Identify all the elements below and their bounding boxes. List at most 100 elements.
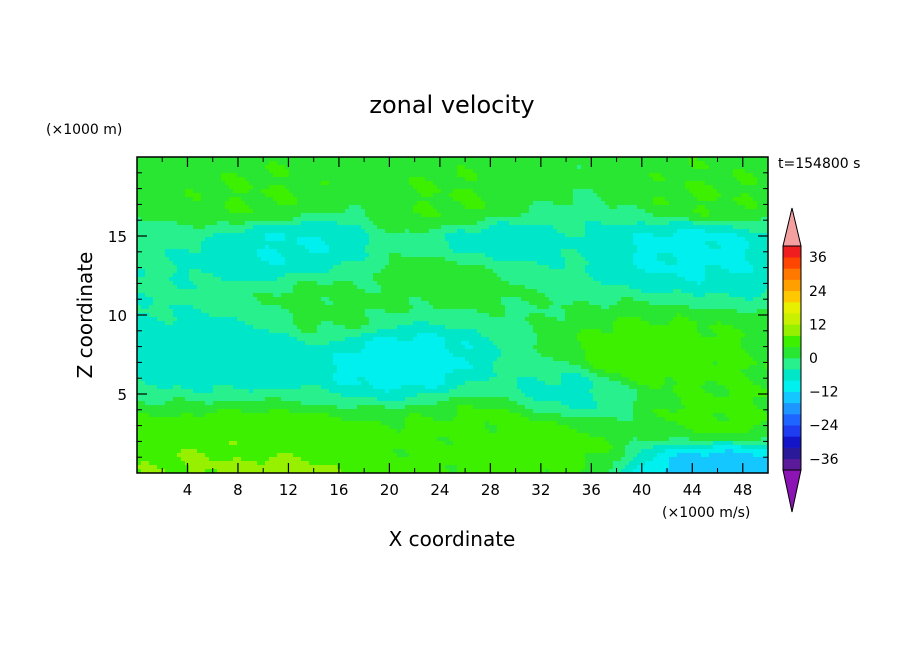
field-cell (445, 221, 450, 226)
field-cell (245, 161, 250, 166)
field-cell (385, 213, 390, 218)
field-cell (253, 169, 258, 174)
field-cell (677, 237, 682, 242)
field-cell (169, 189, 174, 194)
field-cell (305, 261, 310, 266)
field-cell (397, 233, 402, 238)
field-cell (581, 189, 586, 194)
field-cell (713, 261, 718, 266)
field-cell (393, 177, 398, 182)
field-cell (701, 261, 706, 266)
field-cell (649, 157, 654, 162)
field-cell (581, 245, 586, 250)
field-cell (501, 181, 506, 186)
field-cell (613, 177, 618, 182)
field-cell (709, 229, 714, 234)
field-cell (285, 265, 290, 270)
field-cell (397, 209, 402, 214)
field-cell (349, 221, 354, 226)
field-cell (369, 281, 374, 286)
field-cell (745, 273, 750, 278)
field-cell (337, 165, 342, 170)
field-cell (417, 197, 422, 202)
field-cell (721, 241, 726, 246)
field-cell (573, 193, 578, 198)
field-cell (593, 253, 598, 258)
field-cell (357, 237, 362, 242)
field-cell (749, 181, 754, 186)
field-cell (389, 185, 394, 190)
field-cell (261, 217, 266, 222)
field-cell (465, 185, 470, 190)
field-cell (429, 225, 434, 230)
field-cell (433, 273, 438, 278)
field-cell (165, 193, 170, 198)
field-cell (577, 193, 582, 198)
field-cell (285, 217, 290, 222)
field-cell (657, 221, 662, 226)
field-cell (485, 281, 490, 286)
field-cell (629, 197, 634, 202)
field-cell (737, 245, 742, 250)
field-cell (441, 177, 446, 182)
field-cell (525, 221, 530, 226)
field-cell (233, 253, 238, 258)
field-cell (173, 261, 178, 266)
field-cell (321, 217, 326, 222)
field-cell (457, 157, 462, 162)
field-cell (549, 201, 554, 206)
field-cell (217, 225, 222, 230)
field-cell (617, 157, 622, 162)
field-cell (257, 181, 262, 186)
field-cell (741, 249, 746, 254)
field-cell (213, 189, 218, 194)
field-cell (557, 193, 562, 198)
field-cell (361, 269, 366, 274)
field-cell (697, 265, 702, 270)
field-cell (705, 201, 710, 206)
field-cell (169, 181, 174, 186)
field-cell (685, 221, 690, 226)
field-cell (585, 157, 590, 162)
field-cell (161, 201, 166, 206)
field-cell (349, 229, 354, 234)
field-cell (325, 281, 330, 286)
field-cell (429, 265, 434, 270)
field-cell (145, 197, 150, 202)
field-cell (145, 177, 150, 182)
field-cell (337, 241, 342, 246)
field-cell (533, 201, 538, 206)
field-cell (661, 169, 666, 174)
field-cell (401, 237, 406, 242)
field-cell (261, 165, 266, 170)
field-cell (677, 197, 682, 202)
field-cell (377, 197, 382, 202)
field-cell (717, 257, 722, 262)
field-cell (177, 241, 182, 246)
field-cell (241, 201, 246, 206)
field-cell (625, 185, 630, 190)
field-cell (381, 185, 386, 190)
field-cell (469, 189, 474, 194)
field-cell (565, 241, 570, 246)
field-cell (169, 177, 174, 182)
field-cell (269, 245, 274, 250)
field-cell (361, 273, 366, 278)
field-cell (425, 269, 430, 274)
field-cell (549, 205, 554, 210)
field-cell (297, 197, 302, 202)
field-cell (729, 233, 734, 238)
field-cell (733, 233, 738, 238)
field-cell (481, 173, 486, 178)
field-cell (457, 177, 462, 182)
field-cell (481, 265, 486, 270)
field-cell (245, 273, 250, 278)
field-cell (341, 189, 346, 194)
field-cell (353, 217, 358, 222)
field-cell (185, 241, 190, 246)
field-cell (761, 225, 766, 230)
field-cell (461, 245, 466, 250)
field-cell (433, 161, 438, 166)
field-cell (457, 249, 462, 254)
field-cell (477, 157, 482, 162)
